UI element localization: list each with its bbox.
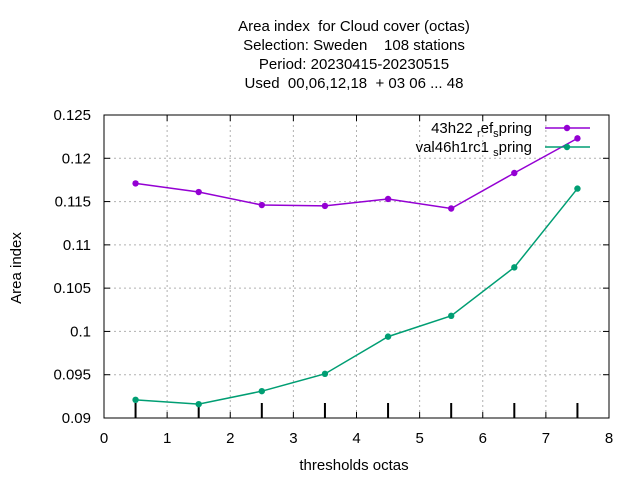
x-axis-label: thresholds octas	[299, 457, 408, 474]
legend-marker-series-1	[563, 124, 571, 132]
y-tick-label: 0.09	[62, 410, 91, 427]
x-tick-label: 3	[289, 430, 297, 447]
title-line-4: Used 00,06,12,18 + 03 06 ... 48	[244, 75, 464, 92]
y-tick-label: 0.115	[55, 194, 91, 211]
series-2-point	[447, 312, 455, 320]
y-tick-label: 0.11	[63, 237, 91, 254]
x-tick-label: 2	[226, 430, 234, 447]
series-2-point	[511, 264, 518, 271]
series-2-point	[321, 370, 329, 378]
legend-label-series-2: val46h1rc1 spring	[416, 139, 532, 159]
y-axis-label: Area index	[8, 232, 25, 304]
chart-title: Area index for Cloud cover (octas) Selec…	[0, 17, 640, 93]
x-tick-label: 0	[100, 430, 108, 447]
title-line-1: Area index for Cloud cover (octas)	[238, 18, 470, 35]
y-tick-label: 0.105	[53, 280, 91, 297]
series-2-point	[258, 387, 266, 395]
x-tick-label: 6	[479, 430, 487, 447]
grid-lines	[104, 115, 609, 418]
series-1-point	[321, 202, 329, 210]
series-1-point	[511, 169, 518, 177]
y-tick-label: 0.1	[70, 323, 91, 340]
x-tick-label: 1	[163, 430, 171, 447]
title-line-2: Selection: Sweden 108 stations	[243, 37, 465, 54]
data-series	[132, 135, 581, 408]
legend: 43h22 refspring val46h1rc1 spring	[416, 120, 590, 159]
x-tick-label: 7	[542, 430, 550, 447]
series-1-line	[135, 137, 578, 210]
axis-ticks: 0 1 2 3 4 5 6 7 8 0.09 0.095 0.1 0.105 0.11 0.115 0.12 0…	[53, 107, 613, 447]
x-tick-label: 8	[605, 430, 613, 447]
title-line-3: Period: 20230415-20230515	[258, 56, 450, 73]
y-tick-label: 0.12	[62, 150, 91, 167]
legend-marker-series-2	[563, 143, 571, 151]
legend-label-series-1: 43h22 refspring	[431, 120, 532, 140]
series-1-point	[132, 180, 139, 187]
x-tick-label: 4	[352, 430, 360, 447]
series-2-point	[195, 400, 202, 408]
series-2-line	[135, 188, 579, 405]
series-2-point	[384, 333, 392, 340]
x-tick-label: 5	[415, 430, 423, 447]
y-tick-label: 0.125	[53, 107, 91, 124]
series-1-point	[384, 195, 392, 203]
series-1-point	[195, 188, 202, 196]
y-tick-label: 0.095	[53, 367, 91, 384]
series-2-point	[574, 185, 581, 192]
series-1-point	[447, 205, 455, 212]
series-2-point	[132, 396, 139, 404]
series-1-point	[574, 135, 581, 142]
series-1-point	[258, 201, 266, 209]
